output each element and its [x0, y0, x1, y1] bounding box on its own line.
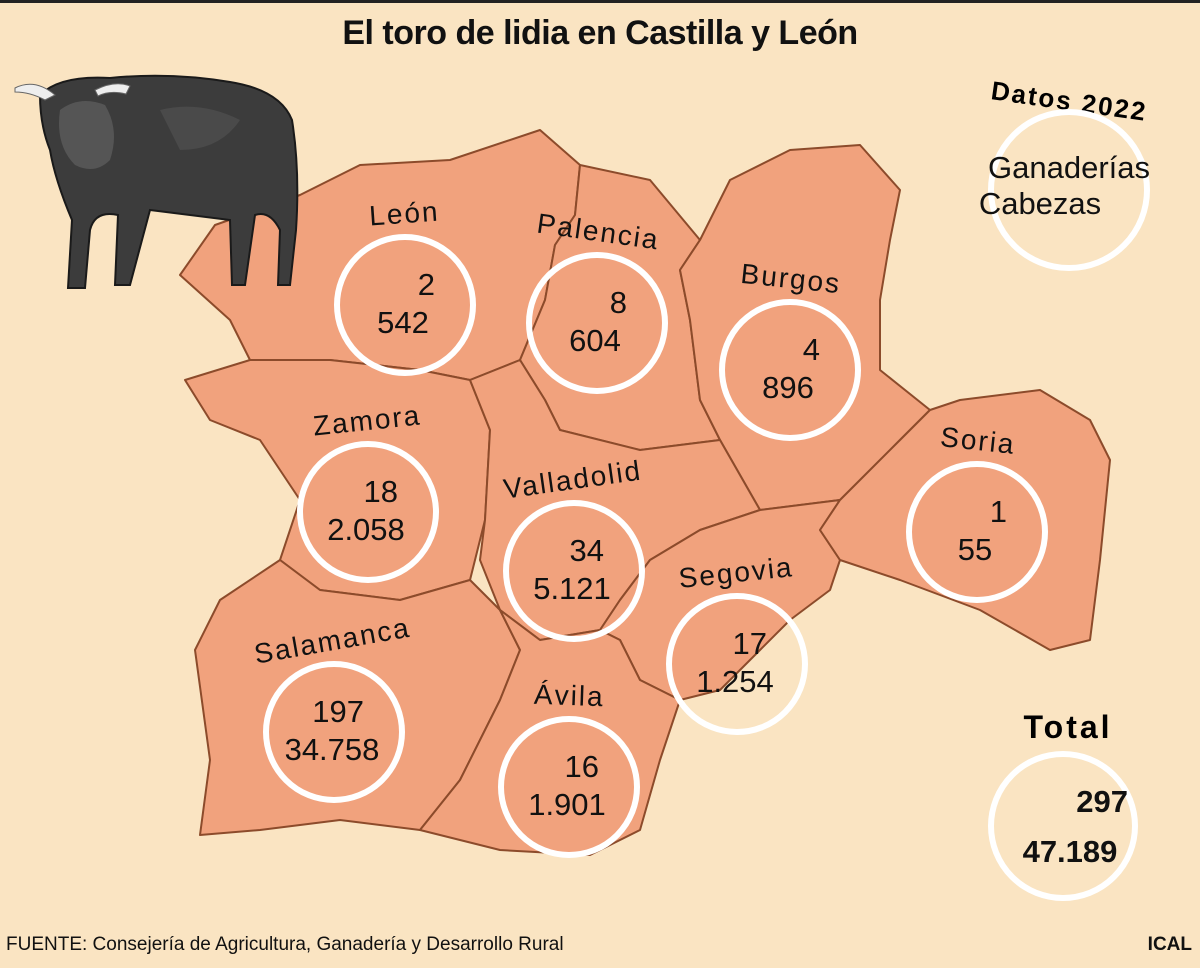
cabezas-avila: 1.901 [528, 787, 606, 822]
ring-segovia [666, 593, 808, 735]
cabezas-salamanca: 34.758 [285, 732, 380, 767]
cabezas-segovia: 1.254 [696, 664, 774, 699]
bull-illustration [14, 74, 299, 289]
cabezas-soria: 55 [958, 532, 992, 567]
ring-burgos [719, 299, 861, 441]
ganaderias-palencia: 8 [610, 285, 627, 320]
province-soria [819, 389, 1111, 651]
total: Total 297 47.189 [988, 709, 1138, 901]
cabezas-palencia: 604 [569, 323, 621, 358]
total-cabezas: 47.189 [1023, 834, 1118, 869]
province-zamora [184, 359, 491, 601]
total-ganaderias: 297 [1076, 784, 1128, 819]
ring-leon [334, 234, 476, 376]
ganaderias-segovia: 17 [733, 626, 767, 661]
page-title: El toro de lidia en Castilla y León [342, 14, 858, 52]
legend-line2: Cabezas [979, 186, 1101, 221]
ring-avila [498, 716, 640, 858]
ganaderias-salamanca: 197 [312, 694, 364, 729]
total-label: Total [1023, 709, 1112, 745]
legend: Datos 2022 Ganaderías Cabezas [979, 75, 1150, 271]
ring-salamanca [263, 661, 405, 803]
ganaderias-leon: 2 [418, 267, 435, 302]
ganaderias-burgos: 4 [803, 332, 820, 367]
ring-palencia [526, 252, 668, 394]
credit: ICAL [1147, 934, 1192, 955]
ganaderias-avila: 16 [565, 749, 599, 784]
top-rule [0, 0, 1200, 3]
cabezas-burgos: 896 [762, 370, 814, 405]
label-leon: León [368, 196, 440, 232]
ring-soria [906, 461, 1048, 603]
legend-line1: Ganaderías [988, 150, 1150, 185]
total-ring [988, 751, 1138, 901]
ganaderias-valladolid: 34 [570, 533, 604, 568]
ganaderias-zamora: 18 [364, 474, 398, 509]
cabezas-leon: 542 [377, 305, 429, 340]
ring-valladolid [503, 500, 645, 642]
cabezas-zamora: 2.058 [327, 512, 405, 547]
label-avila: Ávila [533, 679, 605, 712]
legend-ring [988, 109, 1150, 271]
source-note: FUENTE: Consejería de Agricultura, Ganad… [6, 934, 564, 955]
ring-zamora [297, 441, 439, 583]
legend-heading: Datos 2022 [989, 75, 1149, 127]
cabezas-valladolid: 5.121 [533, 571, 611, 606]
ganaderias-soria: 1 [990, 494, 1007, 529]
